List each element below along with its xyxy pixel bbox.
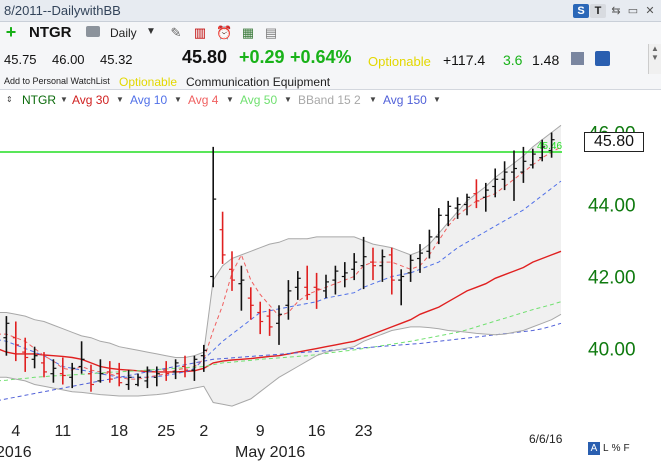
x-tick-label: 9 bbox=[256, 423, 265, 440]
chevron-down-icon[interactable]: ▼ bbox=[60, 95, 68, 104]
link-icon[interactable]: ⇆ bbox=[611, 5, 621, 17]
x-tick-label: 25 bbox=[157, 423, 175, 440]
study-avg4[interactable]: Avg 4 bbox=[188, 93, 219, 107]
series-bband-lower bbox=[0, 313, 562, 407]
restore-icon[interactable]: ▭ bbox=[627, 5, 639, 17]
alarm-clock-icon[interactable]: ⏰ bbox=[216, 25, 233, 40]
info-row: Add to Personal WatchList Optionable Com… bbox=[0, 74, 661, 90]
study-avg50[interactable]: Avg 50 bbox=[240, 93, 278, 107]
title-bar: 8/2011--DailywithBB S T ⇆ ▭ ✕ bbox=[0, 0, 661, 22]
scale-a-button[interactable]: A bbox=[588, 442, 600, 455]
move-icon[interactable]: ⇕ bbox=[6, 95, 13, 104]
scale-controls: A L% F bbox=[585, 438, 630, 456]
series-avg-30 bbox=[0, 250, 562, 373]
change-pct: +0.64% bbox=[290, 47, 352, 67]
study-ntgr[interactable]: NTGR bbox=[22, 93, 56, 107]
x-tick-label: 23 bbox=[355, 423, 373, 440]
window-title: 8/2011--DailywithBB bbox=[4, 3, 121, 18]
t-button[interactable]: T bbox=[590, 4, 606, 18]
study-bband[interactable]: BBand 15 2 bbox=[298, 93, 361, 107]
quote-row: 45.75 46.00 45.32 45.80 +0.29 +0.64% Opt… bbox=[0, 44, 661, 84]
x-tick-label: 11 bbox=[54, 423, 71, 440]
open-value: 45.75 bbox=[4, 52, 37, 67]
study-legend: ⇕ NTGR ▼ Avg 30 ▼ Avg 10 ▼ Avg 4 ▼ Avg 5… bbox=[0, 91, 661, 108]
chevron-down-icon[interactable]: ▼ bbox=[284, 95, 292, 104]
save-icon[interactable] bbox=[595, 51, 610, 66]
bollinger-band-fill bbox=[0, 125, 561, 407]
toolbar: + NTGR Daily ▼ ✎ ▥ ⏰ ▦ ▤ bbox=[0, 22, 661, 44]
chart-canvas[interactable]: 45.4646.0044.0042.0040.00411182529162320… bbox=[0, 108, 661, 462]
drawing-tools-icon[interactable]: ✎ bbox=[170, 25, 182, 40]
optionable-label: Optionable bbox=[368, 54, 431, 69]
metric-1: +117.4 bbox=[443, 52, 486, 68]
chevron-down-icon[interactable]: ▼ bbox=[116, 95, 124, 104]
x-tick-label: 4 bbox=[11, 423, 20, 440]
chevron-down-icon[interactable]: ▼ bbox=[174, 95, 182, 104]
y-tick-label: 40.00 bbox=[588, 340, 636, 361]
period-select[interactable]: Daily bbox=[110, 26, 137, 40]
chevron-down-icon[interactable]: ▼ bbox=[226, 95, 234, 104]
x-month-label: May 2016 bbox=[235, 444, 305, 461]
x-tick-label: 2 bbox=[199, 423, 208, 440]
x-tick-label: 16 bbox=[308, 423, 326, 440]
x-tick-label: 18 bbox=[110, 423, 128, 440]
calendar-icon[interactable]: ▦ bbox=[241, 25, 255, 40]
add-plus-icon[interactable]: + bbox=[5, 22, 17, 42]
metric-2: 3.6 bbox=[503, 52, 523, 68]
horizontal-line-label: 45.46 bbox=[537, 141, 562, 152]
industry-label: Communication Equipment bbox=[186, 75, 331, 89]
scale-f-button[interactable]: F bbox=[623, 443, 630, 454]
study-avg10[interactable]: Avg 10 bbox=[130, 93, 168, 107]
chevron-down-icon[interactable]: ▼ bbox=[433, 95, 441, 104]
books-icon[interactable] bbox=[571, 52, 584, 65]
add-watchlist-link[interactable]: Add to Personal WatchList bbox=[4, 76, 110, 86]
price-chart[interactable]: 45.4646.0044.0042.0040.00411182529162320… bbox=[0, 108, 661, 462]
printer-icon[interactable] bbox=[86, 26, 100, 37]
chevron-down-icon[interactable]: ▼ bbox=[146, 26, 156, 37]
metric-3: 1.48 bbox=[532, 52, 560, 68]
study-avg30[interactable]: Avg 30 bbox=[72, 93, 110, 107]
optionable-sub: Optionable bbox=[119, 75, 178, 89]
scale-l-button[interactable]: L bbox=[603, 443, 609, 454]
scale-pct-button[interactable]: % bbox=[611, 443, 621, 454]
y-tick-label: 42.00 bbox=[588, 268, 636, 289]
high-value: 46.00 bbox=[52, 52, 85, 67]
s-button[interactable]: S bbox=[573, 4, 589, 18]
last-price: 45.80 bbox=[182, 47, 228, 67]
date-stamp: 6/6/16 bbox=[529, 432, 563, 446]
x-month-label: 2016 bbox=[0, 444, 32, 461]
notes-icon[interactable]: ▤ bbox=[264, 25, 278, 40]
bar-chart-icon[interactable]: ▥ bbox=[193, 25, 207, 40]
last-price-box: 45.80 bbox=[584, 132, 644, 152]
symbol-label[interactable]: NTGR bbox=[29, 24, 72, 41]
chevron-down-icon[interactable]: ▼ bbox=[369, 95, 377, 104]
change-value: +0.29 bbox=[239, 47, 285, 67]
low-value: 45.32 bbox=[100, 52, 133, 67]
y-tick-label: 44.00 bbox=[588, 196, 636, 217]
study-avg150[interactable]: Avg 150 bbox=[383, 93, 427, 107]
close-icon[interactable]: ✕ bbox=[645, 5, 655, 17]
